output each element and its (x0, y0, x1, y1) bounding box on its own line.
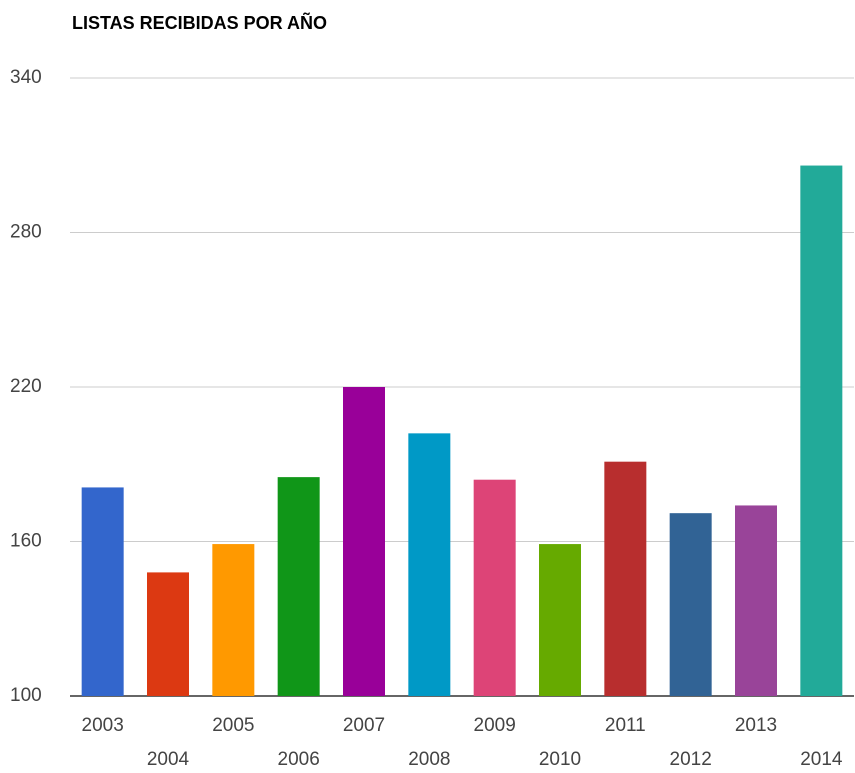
bar (212, 544, 255, 696)
bar (604, 461, 647, 696)
x-tick-label: 2007 (343, 715, 385, 736)
x-tick-label: 2005 (212, 715, 254, 736)
chart-title: LISTAS RECIBIDAS POR AÑO (72, 12, 327, 33)
y-tick-label: 100 (10, 685, 42, 706)
bar (669, 513, 712, 696)
bar (81, 487, 124, 696)
x-tick-label: 2011 (605, 715, 646, 736)
bar (277, 477, 320, 696)
x-tick-label: 2009 (474, 715, 516, 736)
bar (473, 479, 516, 696)
x-tick-label: 2012 (670, 749, 712, 770)
y-tick-label: 220 (10, 376, 42, 397)
x-tick-label: 2004 (147, 749, 190, 770)
bar (343, 387, 385, 696)
x-tick-label: 2014 (800, 749, 843, 770)
y-tick-label: 340 (10, 67, 42, 88)
x-tick-label: 2010 (539, 749, 581, 770)
bar (735, 505, 777, 696)
x-tick-label: 2013 (735, 715, 777, 736)
bar (408, 433, 451, 696)
x-tick-label: 2006 (278, 749, 320, 770)
bar (539, 544, 581, 696)
y-tick-label: 160 (10, 531, 42, 552)
bar (800, 165, 843, 697)
x-tick-label: 2008 (408, 749, 450, 770)
y-tick-label: 280 (10, 222, 42, 243)
bar (147, 572, 189, 696)
x-tick-label: 2003 (82, 715, 124, 736)
